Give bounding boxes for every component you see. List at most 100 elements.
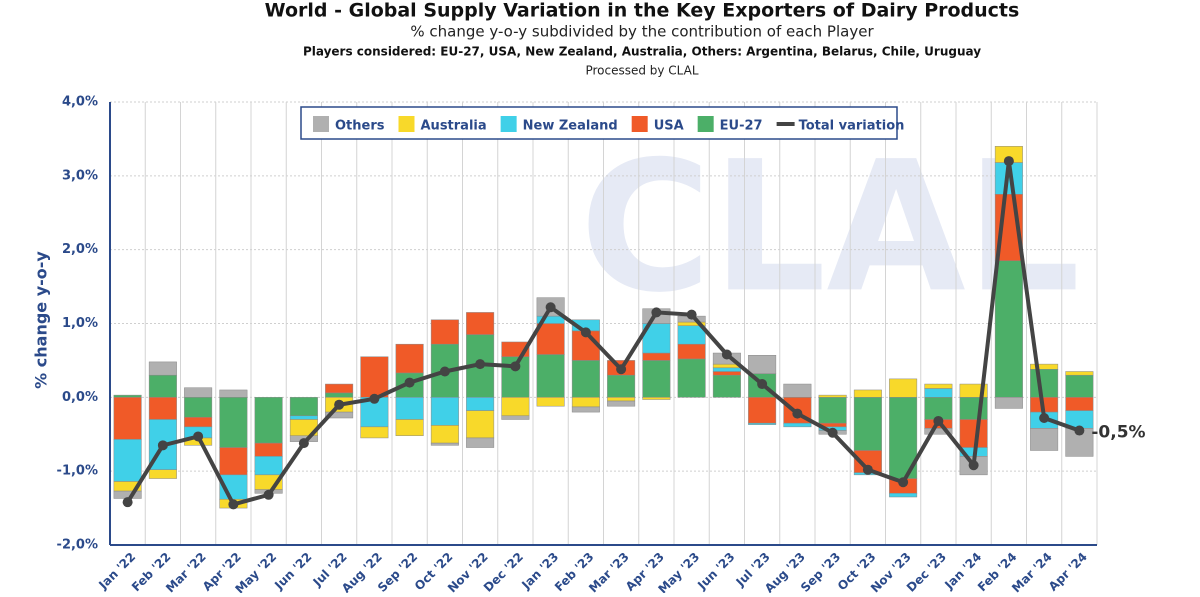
bar-segment (994, 397, 1023, 409)
bar-segment (853, 397, 882, 451)
bar-segment (748, 354, 777, 374)
bar-segment (818, 394, 847, 398)
bar-segment (325, 411, 354, 419)
bar-segment (430, 425, 459, 444)
bar-segment (536, 323, 565, 355)
total-point (369, 393, 380, 404)
legend-swatch (313, 116, 329, 132)
bar-segment (466, 397, 495, 411)
bar-segment (325, 383, 354, 394)
total-point (475, 359, 486, 370)
total-point (157, 440, 168, 451)
total-point (933, 415, 944, 426)
bar-segment (642, 360, 671, 398)
total-point (898, 477, 909, 488)
total-point (827, 427, 838, 438)
bar-segment (219, 389, 248, 398)
chart-note: Players considered: EU-27, USA, New Zeal… (303, 45, 981, 59)
y-tick-label: 4,0% (62, 95, 98, 110)
legend-swatch (398, 116, 415, 132)
chart-title: World - Global Supply Variation in the K… (265, 0, 1020, 22)
bar-segment (571, 360, 600, 398)
total-point (228, 499, 239, 510)
total-point (510, 361, 521, 372)
bar-segment (113, 394, 142, 398)
bar-segment (571, 406, 600, 413)
total-point (651, 307, 662, 318)
total-line (125, 160, 1081, 507)
value-label: -0,5% (1091, 423, 1145, 443)
total-point (580, 327, 591, 338)
bar-segment (289, 397, 318, 417)
total-point (968, 460, 979, 471)
bar-segment (184, 397, 213, 418)
bar-segment (254, 456, 283, 476)
bar-segment (148, 361, 177, 376)
total-point (404, 377, 415, 388)
bar-segment (994, 260, 1023, 398)
bar-segment (219, 397, 248, 448)
x-tick-label: Sep '22 (375, 550, 420, 593)
bar-segment (1030, 363, 1059, 370)
bar-segment (113, 397, 142, 440)
total-point (862, 464, 873, 475)
bar-segment (466, 312, 495, 335)
bar-segment (395, 397, 424, 420)
total-point (545, 302, 556, 313)
legend-label: Total variation (799, 119, 905, 134)
total-point (1003, 156, 1014, 167)
bar-segment (289, 415, 318, 420)
total-point (122, 497, 133, 508)
bar-segment (853, 389, 882, 398)
total-point (1039, 413, 1050, 424)
bar-segment (924, 383, 953, 389)
total-point (721, 349, 732, 360)
total-point (1074, 425, 1085, 436)
total-point (616, 364, 627, 375)
legend-label: EU-27 (720, 119, 763, 134)
bar-segment (748, 397, 777, 424)
bar-segment (677, 343, 706, 360)
x-tick-label: Apr '24 (1046, 550, 1090, 593)
bar-segment (1065, 397, 1094, 411)
bar-segment (712, 371, 741, 376)
total-point (686, 309, 697, 320)
bar-segment (1030, 369, 1059, 398)
bar-segment (1065, 371, 1094, 376)
x-tick-label: Jun '22 (271, 550, 314, 593)
bar-segment (1030, 428, 1059, 451)
y-tick-label: -2,0% (57, 538, 98, 553)
bar-segment (501, 415, 530, 420)
legend-swatch (697, 116, 714, 132)
bar-segment (1065, 374, 1094, 398)
bar-segment (607, 397, 636, 402)
bar-segment (430, 397, 459, 426)
bar-segment (959, 419, 988, 448)
bar-segment (642, 352, 671, 361)
bar-segment (184, 387, 213, 398)
legend-label: New Zealand (523, 119, 618, 134)
bar-segment (325, 392, 354, 398)
bar-segment (924, 388, 953, 398)
bar-segment (113, 439, 142, 482)
bar-segment (889, 378, 918, 398)
bar-segment (148, 469, 177, 479)
x-tick-label: Dec '22 (481, 550, 526, 593)
chart-source: Processed by CLAL (585, 64, 698, 78)
bar-segment (254, 397, 283, 444)
legend-swatch (500, 116, 517, 132)
bar-segment (148, 397, 177, 420)
bar-segment (889, 493, 918, 498)
bar-segment (148, 374, 177, 398)
bar-segment (1065, 428, 1094, 457)
bar-segment (466, 437, 495, 448)
bar-segment (783, 422, 812, 428)
bar-segment (818, 397, 847, 424)
bar-segment (607, 400, 636, 407)
y-axis-label: % change y-o-y (32, 251, 51, 389)
y-tick-label: 2,0% (62, 242, 98, 257)
x-tick-label: Sep '23 (798, 550, 843, 593)
total-point (792, 408, 803, 419)
legend-label: USA (654, 119, 684, 134)
